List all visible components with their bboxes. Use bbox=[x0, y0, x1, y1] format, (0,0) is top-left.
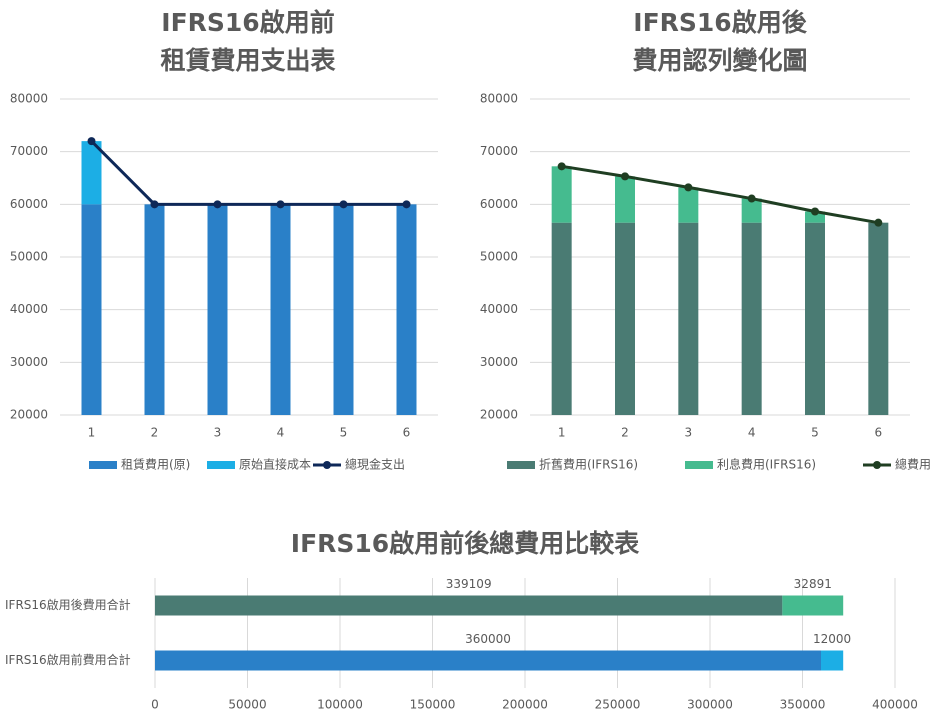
bar bbox=[741, 198, 762, 223]
bar bbox=[678, 187, 699, 223]
bar bbox=[868, 222, 889, 415]
line-point bbox=[87, 137, 96, 146]
legend-label: 折舊費用(IFRS16) bbox=[539, 457, 638, 472]
x-tick-label: 250000 bbox=[595, 698, 641, 712]
x-tick-label: 4 bbox=[748, 426, 756, 440]
chart-title: 租賃費用支出表 bbox=[160, 46, 336, 75]
line-point bbox=[557, 162, 566, 171]
y-tick-label: 70000 bbox=[480, 144, 518, 158]
bar bbox=[615, 176, 635, 223]
bar bbox=[805, 211, 825, 223]
bar bbox=[782, 595, 844, 616]
y-tick-label: 40000 bbox=[10, 302, 48, 316]
x-tick-label: 350000 bbox=[780, 698, 826, 712]
bar bbox=[821, 650, 844, 671]
bar bbox=[81, 204, 102, 415]
legend-label: 原始直接成本 bbox=[239, 457, 311, 472]
x-tick-label: 4 bbox=[277, 426, 285, 440]
line bbox=[90, 140, 407, 206]
line-point bbox=[339, 200, 348, 209]
x-tick-label: 3 bbox=[214, 426, 222, 440]
x-tick-label: 6 bbox=[875, 426, 883, 440]
bar bbox=[551, 222, 572, 415]
line-point bbox=[747, 194, 756, 203]
x-tick-label: 5 bbox=[340, 426, 348, 440]
chart-title: 費用認列變化圖 bbox=[631, 46, 807, 75]
x-tick-label: 1 bbox=[88, 426, 96, 440]
y-tick-label: 20000 bbox=[10, 408, 48, 422]
data-label: 360000 bbox=[465, 632, 511, 646]
data-label: 12000 bbox=[813, 632, 851, 646]
line-point bbox=[276, 200, 285, 209]
y-tick-label: 30000 bbox=[480, 355, 518, 369]
legend-label: 總現金支出 bbox=[345, 457, 405, 472]
y-tick-label: 80000 bbox=[10, 92, 48, 106]
line-point bbox=[684, 183, 693, 192]
x-tick-label: 300000 bbox=[687, 698, 733, 712]
bar bbox=[270, 204, 291, 415]
legend-swatch bbox=[323, 461, 331, 469]
x-tick-label: 200000 bbox=[502, 698, 548, 712]
y-tick-label: 30000 bbox=[10, 355, 48, 369]
y-tick-label: IFRS16啟用前費用合計 bbox=[5, 652, 131, 667]
legend-swatch bbox=[89, 461, 117, 469]
data-label: 32891 bbox=[794, 577, 832, 591]
y-tick-label: 40000 bbox=[480, 302, 518, 316]
bar bbox=[207, 204, 228, 415]
y-tick-label: 80000 bbox=[480, 92, 518, 106]
x-tick-label: 150000 bbox=[410, 698, 456, 712]
line-point bbox=[150, 200, 159, 209]
y-tick-label: 50000 bbox=[10, 250, 48, 264]
bar bbox=[678, 222, 699, 415]
bar bbox=[551, 166, 572, 223]
x-tick-label: 2 bbox=[621, 426, 629, 440]
bar bbox=[741, 222, 762, 415]
chart-title: IFRS16啟用後 bbox=[633, 8, 807, 37]
bar bbox=[805, 222, 825, 415]
chart-title: IFRS16啟用前 bbox=[161, 8, 334, 37]
chart-title: IFRS16啟用前後總費用比較表 bbox=[291, 529, 640, 558]
x-tick-label: 3 bbox=[685, 426, 693, 440]
legend-label: 總費用 bbox=[895, 457, 931, 472]
bar bbox=[333, 204, 354, 415]
x-tick-label: 50000 bbox=[228, 698, 266, 712]
legend-swatch bbox=[207, 461, 235, 469]
x-tick-label: 400000 bbox=[872, 698, 918, 712]
legend-label: 租賃費用(原) bbox=[121, 457, 190, 472]
x-tick-label: 6 bbox=[403, 426, 411, 440]
bar bbox=[81, 141, 102, 205]
legend-swatch bbox=[685, 461, 713, 469]
x-tick-label: 1 bbox=[558, 426, 566, 440]
line-point bbox=[402, 200, 411, 209]
line-point bbox=[874, 218, 883, 227]
y-tick-label: 50000 bbox=[480, 250, 518, 264]
line-point bbox=[213, 200, 222, 209]
bar bbox=[615, 222, 635, 415]
x-tick-label: 5 bbox=[811, 426, 819, 440]
line bbox=[561, 164, 879, 225]
bar bbox=[396, 204, 417, 415]
bar bbox=[155, 650, 821, 671]
legend-label: 利息費用(IFRS16) bbox=[717, 457, 816, 472]
y-tick-label: 20000 bbox=[480, 408, 518, 422]
x-tick-label: 2 bbox=[151, 426, 159, 440]
y-tick-label: 60000 bbox=[480, 197, 518, 211]
data-label: 339109 bbox=[446, 577, 492, 591]
bar bbox=[155, 595, 783, 616]
x-tick-label: 100000 bbox=[317, 698, 363, 712]
y-tick-label: IFRS16啟用後費用合計 bbox=[5, 597, 131, 612]
line-point bbox=[811, 207, 819, 216]
line-point bbox=[621, 172, 629, 181]
y-tick-label: 60000 bbox=[10, 197, 48, 211]
bar bbox=[144, 204, 165, 415]
legend-swatch bbox=[507, 461, 535, 469]
legend-swatch bbox=[873, 461, 881, 469]
x-tick-label: 0 bbox=[151, 698, 159, 712]
y-tick-label: 70000 bbox=[10, 144, 48, 158]
